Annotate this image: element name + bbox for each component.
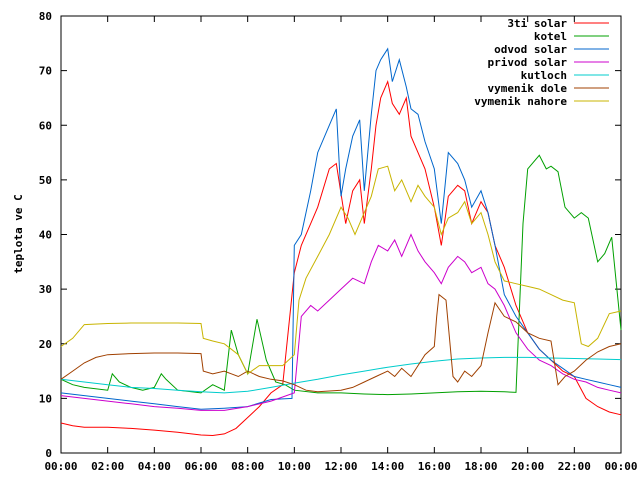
x-tick-label: 22:00 bbox=[558, 460, 591, 473]
y-tick-label: 50 bbox=[39, 174, 52, 187]
series-line-3ti-solar bbox=[60, 79, 622, 437]
x-tick-label: 02:00 bbox=[91, 460, 124, 473]
series-line-vymenik-dole bbox=[60, 293, 622, 393]
series-lines bbox=[60, 47, 622, 437]
x-tick-label: 18:00 bbox=[464, 460, 497, 473]
series-line-kutloch bbox=[60, 356, 622, 394]
x-tick-label: 10:00 bbox=[278, 460, 311, 473]
x-tick-label: 00:00 bbox=[44, 460, 77, 473]
series-line-vymenik-nahore bbox=[60, 165, 622, 375]
y-tick-label: 0 bbox=[45, 447, 52, 460]
y-tick-label: 20 bbox=[39, 338, 52, 351]
x-tick-label: 14:00 bbox=[371, 460, 404, 473]
legend-label: vymenik nahore bbox=[474, 95, 567, 108]
y-tick-label: 10 bbox=[39, 392, 52, 405]
series-line-privod-solar bbox=[60, 233, 622, 411]
x-tick-label: 16:00 bbox=[418, 460, 451, 473]
legend-label: odvod solar bbox=[494, 43, 567, 56]
legend-label: vymenik dole bbox=[488, 82, 568, 95]
y-axis: 0 10 20 30 40 50 60 70 80 bbox=[39, 10, 621, 460]
y-tick-label: 60 bbox=[39, 119, 52, 132]
x-tick-label: 06:00 bbox=[184, 460, 217, 473]
x-axis: 00:00 02:00 04:00 06:00 08:00 10:00 12:00 14:00… bbox=[44, 16, 638, 473]
y-tick-label: 80 bbox=[39, 10, 52, 23]
series-line-odvod-solar bbox=[60, 47, 622, 410]
x-tick-label: 20:00 bbox=[511, 460, 544, 473]
y-axis-label: teplota ve C bbox=[12, 194, 25, 273]
legend-label: 3ti solar bbox=[507, 17, 567, 30]
x-tick-label: 08:00 bbox=[231, 460, 264, 473]
x-tick-label: 12:00 bbox=[324, 460, 357, 473]
legend-label: kutloch bbox=[521, 69, 567, 82]
y-tick-label: 70 bbox=[39, 65, 52, 78]
y-tick-label: 30 bbox=[39, 283, 52, 296]
x-tick-label: 00:00 bbox=[604, 460, 637, 473]
x-tick-label: 04:00 bbox=[138, 460, 171, 473]
legend-label: privod solar bbox=[488, 56, 568, 69]
y-tick-label: 40 bbox=[39, 229, 52, 242]
legend-label: kotel bbox=[534, 30, 567, 43]
